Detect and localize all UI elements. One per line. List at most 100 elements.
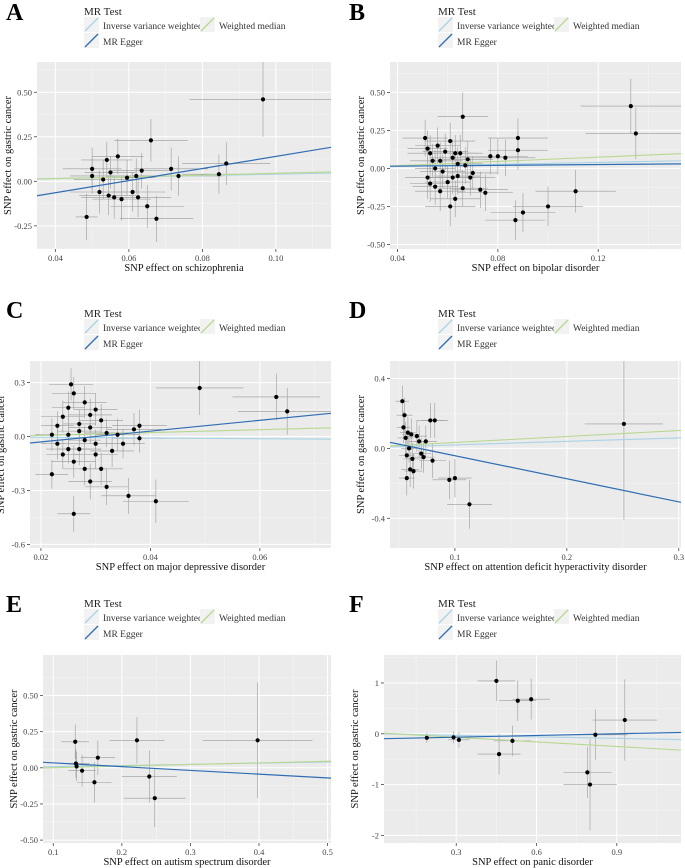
data-point <box>134 738 140 743</box>
panel-letter: D <box>349 298 366 324</box>
data-point <box>419 451 424 456</box>
legend-ivw-key-line <box>84 609 99 624</box>
legend-egger-label: MR Egger <box>457 38 498 48</box>
panel-letter: A <box>6 0 24 26</box>
data-point <box>66 432 71 437</box>
x-tick-label: 0.4 <box>254 847 265 857</box>
data-point <box>147 774 152 779</box>
data-point <box>470 170 475 176</box>
x-axis-title: SNP effect on panic disorder <box>472 857 593 868</box>
data-point <box>88 412 93 418</box>
x-tick-label: 0.04 <box>48 253 64 263</box>
y-tick-label: 0 <box>375 729 379 739</box>
data-point <box>478 187 483 192</box>
data-point <box>97 189 102 195</box>
data-point <box>409 432 414 437</box>
data-point <box>520 210 526 215</box>
data-point <box>137 423 142 428</box>
regression-lines <box>390 153 681 168</box>
data-point <box>216 172 222 177</box>
gridlines <box>390 361 681 548</box>
data-point <box>458 151 463 156</box>
data-points <box>73 738 260 801</box>
legend-ivw-label: Inverse variance weighted <box>457 22 557 32</box>
data-point <box>60 414 65 419</box>
data-point <box>488 154 493 159</box>
data-point <box>66 405 71 410</box>
data-points <box>49 382 290 516</box>
data-point <box>423 439 428 444</box>
x-tick-label: 0.2 <box>117 847 128 857</box>
data-point <box>95 755 100 760</box>
weighted-median-line <box>390 429 681 447</box>
data-point <box>153 499 158 504</box>
data-point <box>134 173 139 179</box>
data-point <box>93 407 98 412</box>
y-tick-label: 0.0 <box>374 443 385 453</box>
y-axis-title: SNP effect on gastric cancer <box>356 96 367 215</box>
legend-median-label: Weighted median <box>219 22 286 32</box>
data-point <box>404 453 409 458</box>
data-point <box>82 438 87 443</box>
y-axis-title: SNP effect on gastric cancer <box>356 395 367 514</box>
x-tick-label: 0.10 <box>268 253 283 263</box>
data-point <box>468 175 473 180</box>
regression-lines <box>37 146 331 197</box>
data-point <box>411 469 416 474</box>
legend: MR Test Inverse variance weighted Weighted… <box>438 308 640 350</box>
data-point <box>438 158 443 163</box>
x-tick-label: 0.2 <box>562 552 573 562</box>
x-tick-label: 0.6 <box>531 847 542 857</box>
data-point <box>274 394 279 400</box>
legend-title: MR Test <box>438 598 476 610</box>
y-tick-label: -0.25 <box>20 799 38 809</box>
legend-title: MR Test <box>438 308 476 320</box>
gridlines <box>30 361 331 548</box>
data-point <box>417 439 422 444</box>
legend-median-label: Weighted median <box>219 324 286 334</box>
x-tick-label: 0.3 <box>185 847 196 857</box>
legend-egger-label: MR Egger <box>103 38 144 48</box>
y-tick-label: -0.25 <box>14 221 32 231</box>
data-point <box>406 446 412 451</box>
data-point <box>432 418 437 423</box>
gridlines <box>37 62 331 249</box>
data-point <box>73 739 78 744</box>
data-point <box>66 447 71 452</box>
regression-lines <box>384 731 681 751</box>
weighted-median-line <box>30 427 331 437</box>
panel-letter: B <box>349 0 365 26</box>
x-axis-title: SNP effect on schizophrenia <box>124 263 244 274</box>
panel-e: E MR Test Inverse variance weighted Weighte… <box>6 592 333 868</box>
data-point <box>622 717 627 723</box>
data-point <box>115 432 120 437</box>
data-points <box>400 399 627 507</box>
data-point <box>447 477 452 482</box>
axes: 0.1 0.2 0.3 -0.4 0.0 0.4 SNP effect on attenti… <box>356 373 684 573</box>
data-point <box>453 151 458 156</box>
data-point <box>126 493 131 498</box>
data-point <box>510 738 515 743</box>
data-point <box>88 479 93 484</box>
legend-egger-key-line <box>438 33 453 48</box>
data-point <box>428 181 433 186</box>
data-point <box>585 770 590 775</box>
data-points <box>424 678 627 787</box>
data-point <box>71 511 76 516</box>
ivw-line <box>384 733 681 741</box>
data-point <box>104 430 109 436</box>
data-point <box>455 161 460 166</box>
data-point <box>450 175 455 180</box>
panel-f: F MR Test Inverse variance weighted Weighte… <box>349 592 681 868</box>
legend-ivw-label: Inverse variance weighted <box>457 614 557 624</box>
legend-egger-label: MR Egger <box>103 340 144 350</box>
data-point <box>99 466 104 471</box>
data-point <box>106 193 111 198</box>
gridlines <box>43 655 331 843</box>
y-tick-label: 0.50 <box>17 87 32 97</box>
data-point <box>400 399 405 404</box>
x-axis-title: SNP effect on bipolar disorder <box>472 263 600 274</box>
data-point <box>137 436 142 441</box>
mr-egger-line <box>37 146 331 197</box>
data-point <box>120 441 126 446</box>
